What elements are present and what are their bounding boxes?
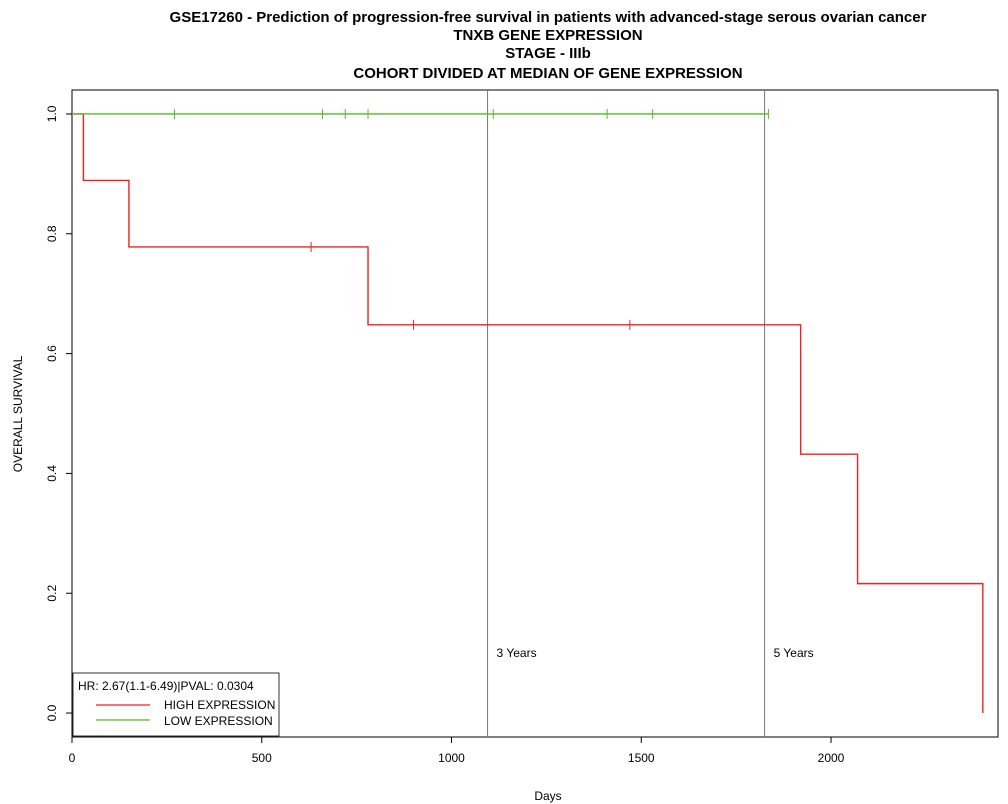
y-tick-label-0: 0.0 [45, 704, 59, 721]
survival-curves [72, 108, 984, 714]
legend: HR: 2.67(1.1-6.49)|PVAL: 0.0304 HIGH EXP… [72, 672, 280, 737]
x-tick-label-0: 0 [69, 751, 76, 765]
x-tick-label-4: 2000 [818, 751, 845, 765]
legend-stat-text: HR: 2.67(1.1-6.49)|PVAL: 0.0304 [78, 679, 254, 693]
axis-ticks: 0 500 1000 1500 2000 0.0 0.2 0.4 0.6 0.8 1.0 [45, 105, 845, 765]
y-tick-label-3: 0.6 [45, 345, 59, 362]
chart-title-line-1: GSE17260 - Prediction of progression-fre… [170, 9, 927, 26]
y-tick-label-4: 0.8 [45, 225, 59, 242]
chart-title-line-4: COHORT DIVIDED AT MEDIAN OF GENE EXPRESS… [353, 65, 742, 82]
y-tick-label-2: 0.4 [45, 465, 59, 482]
x-axis-label: Days [534, 789, 561, 803]
y-tick-label-5: 1.0 [45, 105, 59, 122]
chart-title-line-2: TNXB GENE EXPRESSION [453, 27, 642, 44]
reference-label-0: 3 Years [497, 646, 537, 660]
y-axis-label: OVERALL SURVIVAL [11, 355, 25, 472]
series-line-0 [72, 113, 984, 714]
chart-title-line-3: STAGE - IIIb [505, 45, 591, 62]
y-tick-label-1: 0.2 [45, 585, 59, 602]
plot-frame [71, 89, 999, 738]
x-tick-label-2: 1000 [438, 751, 465, 765]
reference-label-1: 5 Years [774, 646, 814, 660]
legend-label-high: HIGH EXPRESSION [164, 698, 275, 712]
reference-lines: 3 Years 5 Years [487, 90, 814, 737]
legend-label-low: LOW EXPRESSION [164, 714, 273, 728]
x-tick-label-3: 1500 [628, 751, 655, 765]
x-tick-label-1: 500 [252, 751, 272, 765]
